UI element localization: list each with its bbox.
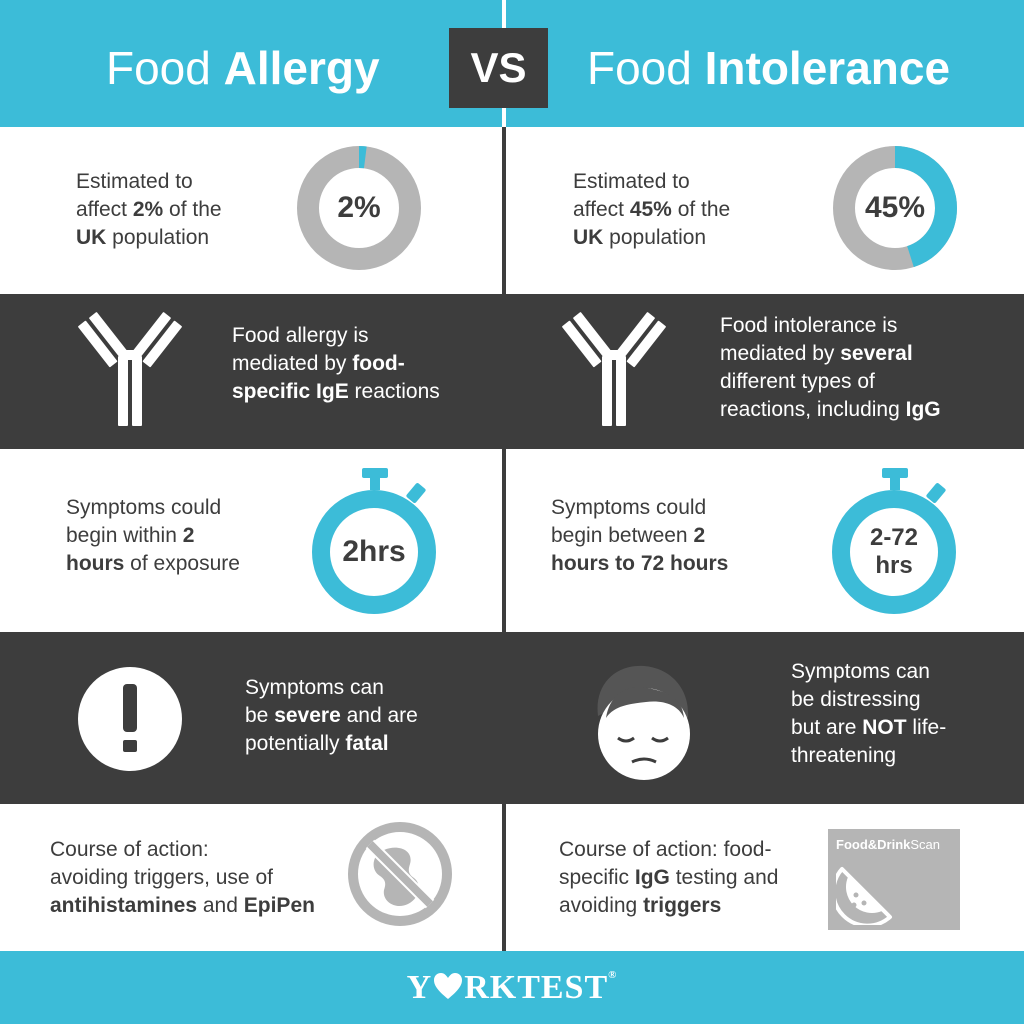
allergy-title: Food Allergy — [106, 42, 380, 94]
no-peanut-icon — [346, 820, 454, 928]
intolerance-donut-label: 45% — [864, 191, 926, 224]
intolerance-donut-chart: 45% — [832, 145, 958, 271]
unwell-face-icon — [590, 658, 696, 782]
stopwatch-icon: 2-72 hrs — [826, 466, 962, 618]
intolerance-severity-text: Symptoms can be distressing but are NOT li… — [791, 660, 947, 767]
intolerance-title: Food Intolerance — [587, 42, 951, 94]
heart-icon — [434, 972, 463, 999]
donut-value-arc — [297, 146, 421, 270]
intolerance-prevalence-text: Estimated to affect 45% of the UK populati… — [573, 170, 731, 249]
donut-value-arc — [833, 146, 957, 270]
intolerance-action-text: Course of action: food-specific IgG test… — [559, 838, 779, 917]
allergy-onset-text: Symptoms could begin within 2 hours of exp… — [66, 496, 240, 575]
footer-band — [0, 951, 1024, 1024]
intolerance-mechanism-text: Food intolerance is mediated by several di… — [720, 314, 941, 421]
mechanism-row — [0, 294, 1024, 449]
allergy-donut-label: 2% — [337, 191, 381, 224]
logo-text: Y RKTEST® — [406, 968, 618, 1006]
food-drink-scan-logo: Food&DrinkScan — [828, 829, 960, 930]
column-divider — [502, 127, 506, 951]
onset-row — [0, 449, 1024, 632]
stopwatch-icon: 2hrs — [306, 466, 442, 618]
allergy-timer-label: 2hrs — [342, 535, 406, 568]
watermelon-icon — [836, 867, 892, 925]
exclamation-icon — [77, 666, 183, 772]
scan-logo-text: Food&DrinkScan — [836, 837, 941, 852]
allergy-severity-text: Symptoms can be severe and are potentially… — [245, 676, 418, 755]
antibody-icon — [562, 310, 666, 430]
yorktest-logo: Y RKTEST® — [0, 951, 1024, 1024]
allergy-mechanism-text: Food allergy is mediated by food-specific… — [232, 324, 440, 403]
vs-badge: VS — [449, 28, 548, 108]
allergy-prevalence-text: Estimated to affect 2% of the UK populatio… — [76, 170, 222, 249]
intolerance-timer-label: 2-72 hrs — [869, 524, 919, 579]
allergy-action-text: Course of action: avoiding triggers, use … — [50, 838, 315, 917]
intolerance-onset-text: Symptoms could begin between 2 hours to 72… — [551, 496, 729, 575]
allergy-donut-chart: 2% — [296, 145, 422, 271]
antibody-icon — [78, 310, 182, 430]
